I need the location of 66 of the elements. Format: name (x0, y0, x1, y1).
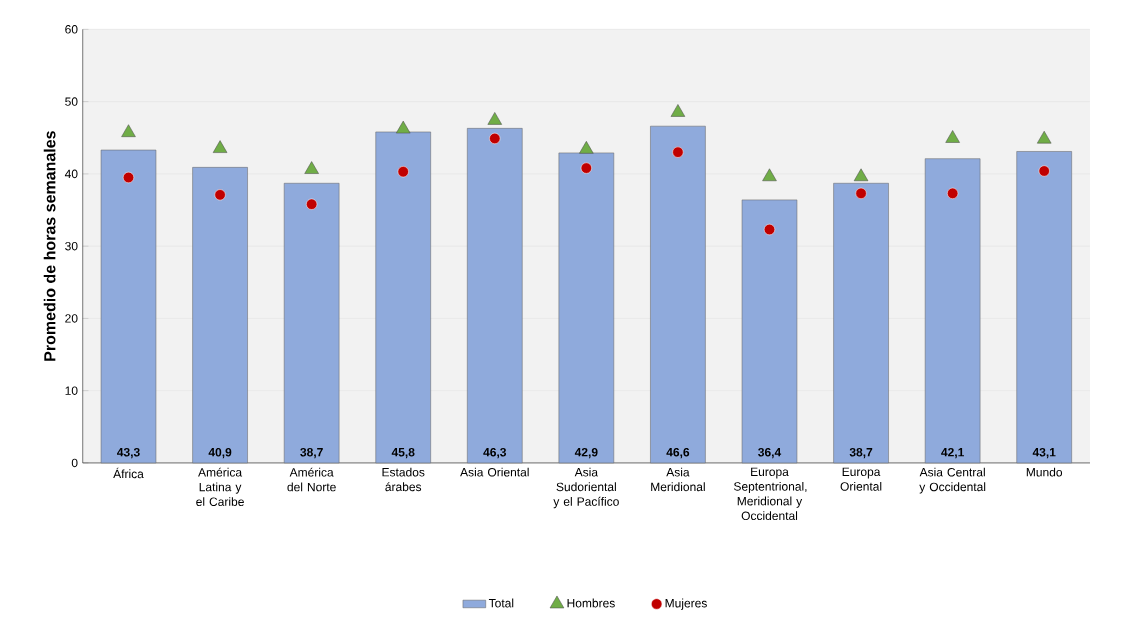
y-tick-label: 30 (65, 241, 78, 251)
point (489, 132, 501, 144)
point (304, 161, 319, 174)
bar (467, 127, 523, 464)
x-tick-label: Europa Oriental (840, 467, 882, 491)
data-label: 38,7 (849, 447, 873, 459)
data-label: 36,4 (758, 447, 782, 459)
bar (1016, 151, 1072, 464)
point (396, 120, 411, 134)
x-tick-label: Mundo (1026, 467, 1063, 477)
x-tick-label: América Latina y el Caribe (196, 467, 244, 506)
point (306, 198, 318, 210)
bar (100, 149, 157, 464)
x-tick-label: Estados árabes (382, 467, 425, 491)
x-tick-label: Asia Oriental (460, 467, 529, 477)
x-tick-label: África (113, 467, 144, 479)
x-tick-label: Europa Septentrional, Meridional y Occidental (733, 467, 807, 520)
data-label: 43,3 (117, 447, 140, 459)
bar (283, 182, 340, 464)
legend-label: Mujeres (665, 598, 707, 610)
x-tick-label: Asia Sudoriental y el Pacífico (553, 467, 619, 509)
legend-label: Hombres (567, 598, 615, 608)
point (212, 140, 228, 153)
point (397, 165, 409, 178)
point (487, 111, 502, 125)
bar (650, 125, 706, 464)
data-label: 42,1 (941, 447, 964, 459)
data-label: 38,7 (300, 447, 323, 459)
point (945, 130, 960, 143)
data-label: 46,6 (666, 447, 690, 459)
data-label: 42,9 (574, 447, 598, 459)
bar (833, 182, 889, 464)
y-axis-title: Promedio de horas semanales (43, 130, 56, 361)
point (1038, 165, 1050, 177)
point (579, 140, 594, 154)
point (855, 187, 867, 199)
x-tick-label: Asia Meridional (651, 467, 705, 491)
bar (558, 152, 615, 464)
point (947, 187, 959, 199)
point (214, 189, 226, 201)
y-tick-label: 0 (71, 458, 78, 468)
y-tick-label: 60 (65, 24, 78, 34)
point (762, 168, 777, 181)
point (122, 171, 135, 183)
point (121, 124, 136, 137)
data-label: 46,3 (483, 447, 507, 459)
data-label: 45,8 (391, 447, 415, 459)
point (672, 146, 684, 158)
point (853, 168, 869, 181)
bar (924, 158, 981, 464)
y-tick-label: 50 (65, 97, 78, 106)
y-tick-label: 20 (65, 313, 78, 323)
point (670, 104, 686, 117)
point (1037, 130, 1052, 144)
legend-label: Total (488, 598, 514, 608)
data-label: 40,9 (208, 447, 232, 459)
y-tick-label: 10 (65, 386, 78, 395)
bar (192, 166, 248, 464)
x-tick-label: América del Norte (287, 467, 336, 492)
x-tick-label: Asia Central y Occidental (919, 467, 986, 494)
bar (375, 131, 431, 464)
bar (741, 199, 798, 464)
point (763, 223, 776, 235)
point (580, 162, 592, 174)
data-label: 43,1 (1032, 447, 1056, 459)
y-tick-label: 40 (64, 169, 78, 178)
